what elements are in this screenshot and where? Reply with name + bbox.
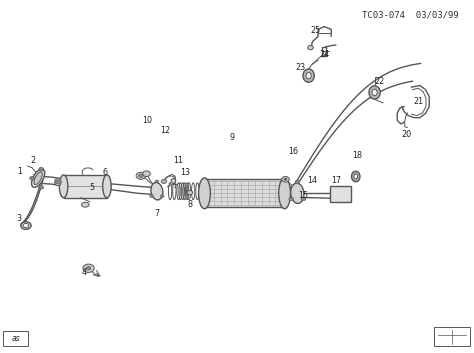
Ellipse shape <box>34 172 42 185</box>
Text: 5: 5 <box>89 183 94 192</box>
Text: 21: 21 <box>413 97 423 106</box>
Text: 3: 3 <box>17 214 22 223</box>
Circle shape <box>155 180 159 183</box>
Ellipse shape <box>291 183 304 203</box>
Text: 1: 1 <box>17 167 22 176</box>
Circle shape <box>143 171 150 176</box>
Circle shape <box>86 267 91 270</box>
Text: 17: 17 <box>331 175 341 185</box>
Ellipse shape <box>103 175 111 198</box>
Ellipse shape <box>199 178 210 209</box>
Ellipse shape <box>306 72 311 79</box>
Circle shape <box>150 195 154 198</box>
Circle shape <box>39 186 44 189</box>
Ellipse shape <box>372 89 377 96</box>
Text: 14: 14 <box>308 175 318 185</box>
Circle shape <box>295 180 300 184</box>
Circle shape <box>39 167 44 171</box>
FancyBboxPatch shape <box>204 179 284 207</box>
Text: 7: 7 <box>155 209 159 218</box>
Circle shape <box>160 195 164 198</box>
Circle shape <box>308 46 313 50</box>
Text: 11: 11 <box>173 156 183 165</box>
Text: 23: 23 <box>296 64 306 72</box>
Ellipse shape <box>151 183 163 200</box>
Text: 25: 25 <box>310 26 320 35</box>
Circle shape <box>284 178 287 180</box>
Circle shape <box>282 176 289 182</box>
FancyBboxPatch shape <box>3 331 28 346</box>
Ellipse shape <box>59 175 68 198</box>
Ellipse shape <box>55 179 61 186</box>
FancyBboxPatch shape <box>434 327 470 346</box>
Text: TC03-074  03/03/99: TC03-074 03/03/99 <box>362 10 458 19</box>
Circle shape <box>161 179 167 184</box>
Ellipse shape <box>82 202 89 207</box>
FancyBboxPatch shape <box>64 175 107 198</box>
Text: 4: 4 <box>82 268 86 277</box>
Text: 18: 18 <box>352 151 362 160</box>
Text: 16: 16 <box>289 148 299 156</box>
Text: 10: 10 <box>143 116 153 125</box>
Circle shape <box>30 176 35 180</box>
Ellipse shape <box>32 169 45 187</box>
Circle shape <box>187 191 193 195</box>
Ellipse shape <box>279 178 291 209</box>
Ellipse shape <box>171 179 176 184</box>
Text: 22: 22 <box>374 77 385 86</box>
Circle shape <box>138 174 143 178</box>
Text: 20: 20 <box>401 130 412 139</box>
Ellipse shape <box>369 86 380 99</box>
Text: 8: 8 <box>187 200 192 209</box>
Text: as: as <box>11 334 20 343</box>
Text: 24: 24 <box>319 50 330 59</box>
Circle shape <box>301 197 306 201</box>
Circle shape <box>55 180 60 184</box>
Circle shape <box>83 264 94 273</box>
Ellipse shape <box>23 223 29 228</box>
Text: 2: 2 <box>30 156 36 165</box>
Text: 12: 12 <box>160 126 170 135</box>
Ellipse shape <box>352 171 360 182</box>
Ellipse shape <box>354 174 357 179</box>
Circle shape <box>136 172 146 179</box>
Text: 6: 6 <box>102 168 108 178</box>
Text: 9: 9 <box>230 133 235 143</box>
Text: 15: 15 <box>298 191 308 200</box>
Ellipse shape <box>303 69 314 82</box>
Text: 13: 13 <box>180 168 190 178</box>
FancyBboxPatch shape <box>330 186 351 202</box>
Circle shape <box>289 197 293 201</box>
Ellipse shape <box>21 222 31 229</box>
